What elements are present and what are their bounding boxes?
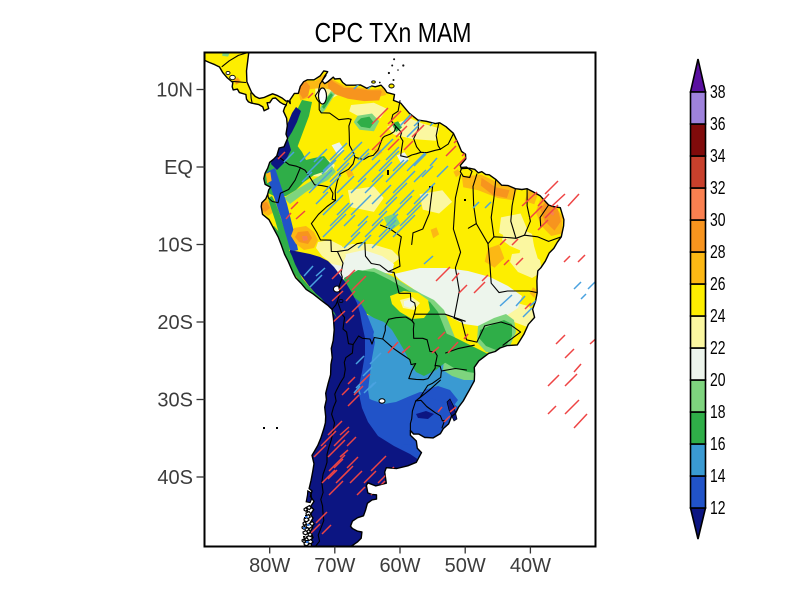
svg-text:EQ: EQ xyxy=(164,157,193,179)
svg-text:12: 12 xyxy=(710,498,726,518)
svg-text:30S: 30S xyxy=(157,390,193,412)
svg-text:24: 24 xyxy=(710,306,726,326)
svg-text:70W: 70W xyxy=(314,555,355,577)
svg-text:40W: 40W xyxy=(510,555,551,577)
svg-text:80W: 80W xyxy=(249,555,290,577)
svg-text:20: 20 xyxy=(710,370,726,390)
svg-text:50W: 50W xyxy=(445,555,486,577)
svg-text:28: 28 xyxy=(710,242,726,262)
svg-text:40S: 40S xyxy=(157,467,193,489)
svg-text:36: 36 xyxy=(710,114,726,134)
svg-text:16: 16 xyxy=(710,434,726,454)
svg-text:32: 32 xyxy=(710,178,726,198)
svg-text:10N: 10N xyxy=(156,80,193,102)
svg-text:14: 14 xyxy=(710,466,726,486)
svg-text:CPC TXn MAM: CPC TXn MAM xyxy=(315,17,472,48)
svg-text:34: 34 xyxy=(710,146,726,166)
svg-text:38: 38 xyxy=(710,82,726,102)
svg-text:30: 30 xyxy=(710,210,726,230)
svg-text:26: 26 xyxy=(710,274,726,294)
svg-text:20S: 20S xyxy=(157,312,193,334)
svg-text:60W: 60W xyxy=(379,555,420,577)
svg-text:18: 18 xyxy=(710,402,726,422)
svg-text:22: 22 xyxy=(710,338,726,358)
svg-text:10S: 10S xyxy=(157,235,193,257)
